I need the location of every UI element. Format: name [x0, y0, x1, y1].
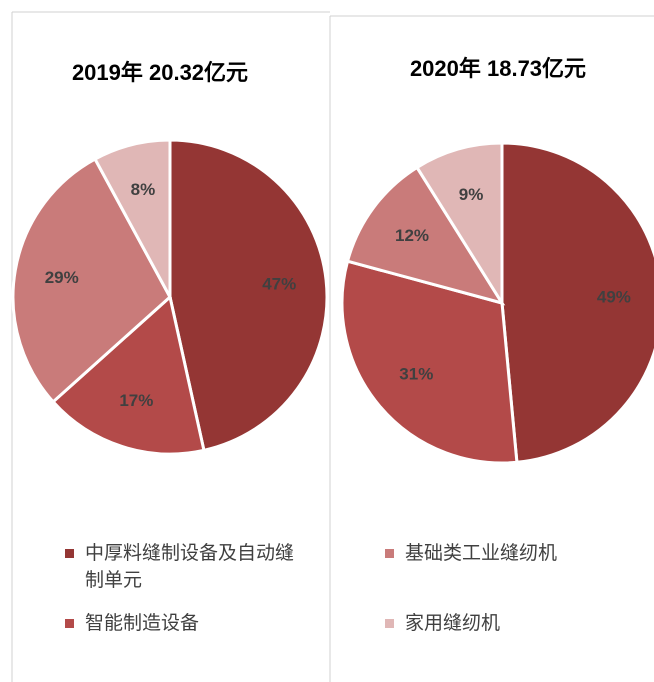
- legend-label: 中厚料缝制设备及自动缝制单元: [85, 542, 295, 591]
- data-label: 29%: [45, 268, 79, 287]
- legend-item: 智能制造设备: [65, 610, 315, 637]
- pie-slice: [11, 157, 172, 404]
- legend-swatch: [385, 549, 394, 558]
- legend-swatch: [385, 619, 394, 628]
- data-label: 9%: [459, 185, 484, 204]
- legend-label: 智能制造设备: [85, 612, 200, 634]
- pie-slice: [414, 141, 504, 309]
- legend-swatch: [65, 619, 74, 628]
- pie-slice: [345, 165, 506, 306]
- data-label: 12%: [395, 226, 429, 245]
- pie-slice: [500, 141, 654, 464]
- legend-item: 基础类工业缝纫机: [385, 540, 654, 567]
- legend-item: 中厚料缝制设备及自动缝制单元: [65, 540, 300, 594]
- legend-swatch: [65, 549, 74, 558]
- legend-item: 家用缝纫机: [385, 610, 654, 637]
- data-label: 17%: [119, 391, 153, 410]
- data-label: 8%: [131, 180, 156, 199]
- legend-label: 家用缝纫机: [405, 612, 501, 634]
- chart-title: 2019年 20.32亿元: [72, 60, 248, 85]
- pie-slice: [50, 294, 206, 456]
- pie-slice: [340, 259, 519, 465]
- data-label: 47%: [262, 275, 296, 294]
- legend-label: 基础类工业缝纫机: [405, 542, 558, 564]
- data-label: 31%: [399, 365, 433, 384]
- data-label: 49%: [597, 287, 631, 306]
- pie-slice: [168, 138, 329, 453]
- chart-title: 2020年 18.73亿元: [410, 56, 586, 81]
- pie-slice: [93, 138, 172, 298]
